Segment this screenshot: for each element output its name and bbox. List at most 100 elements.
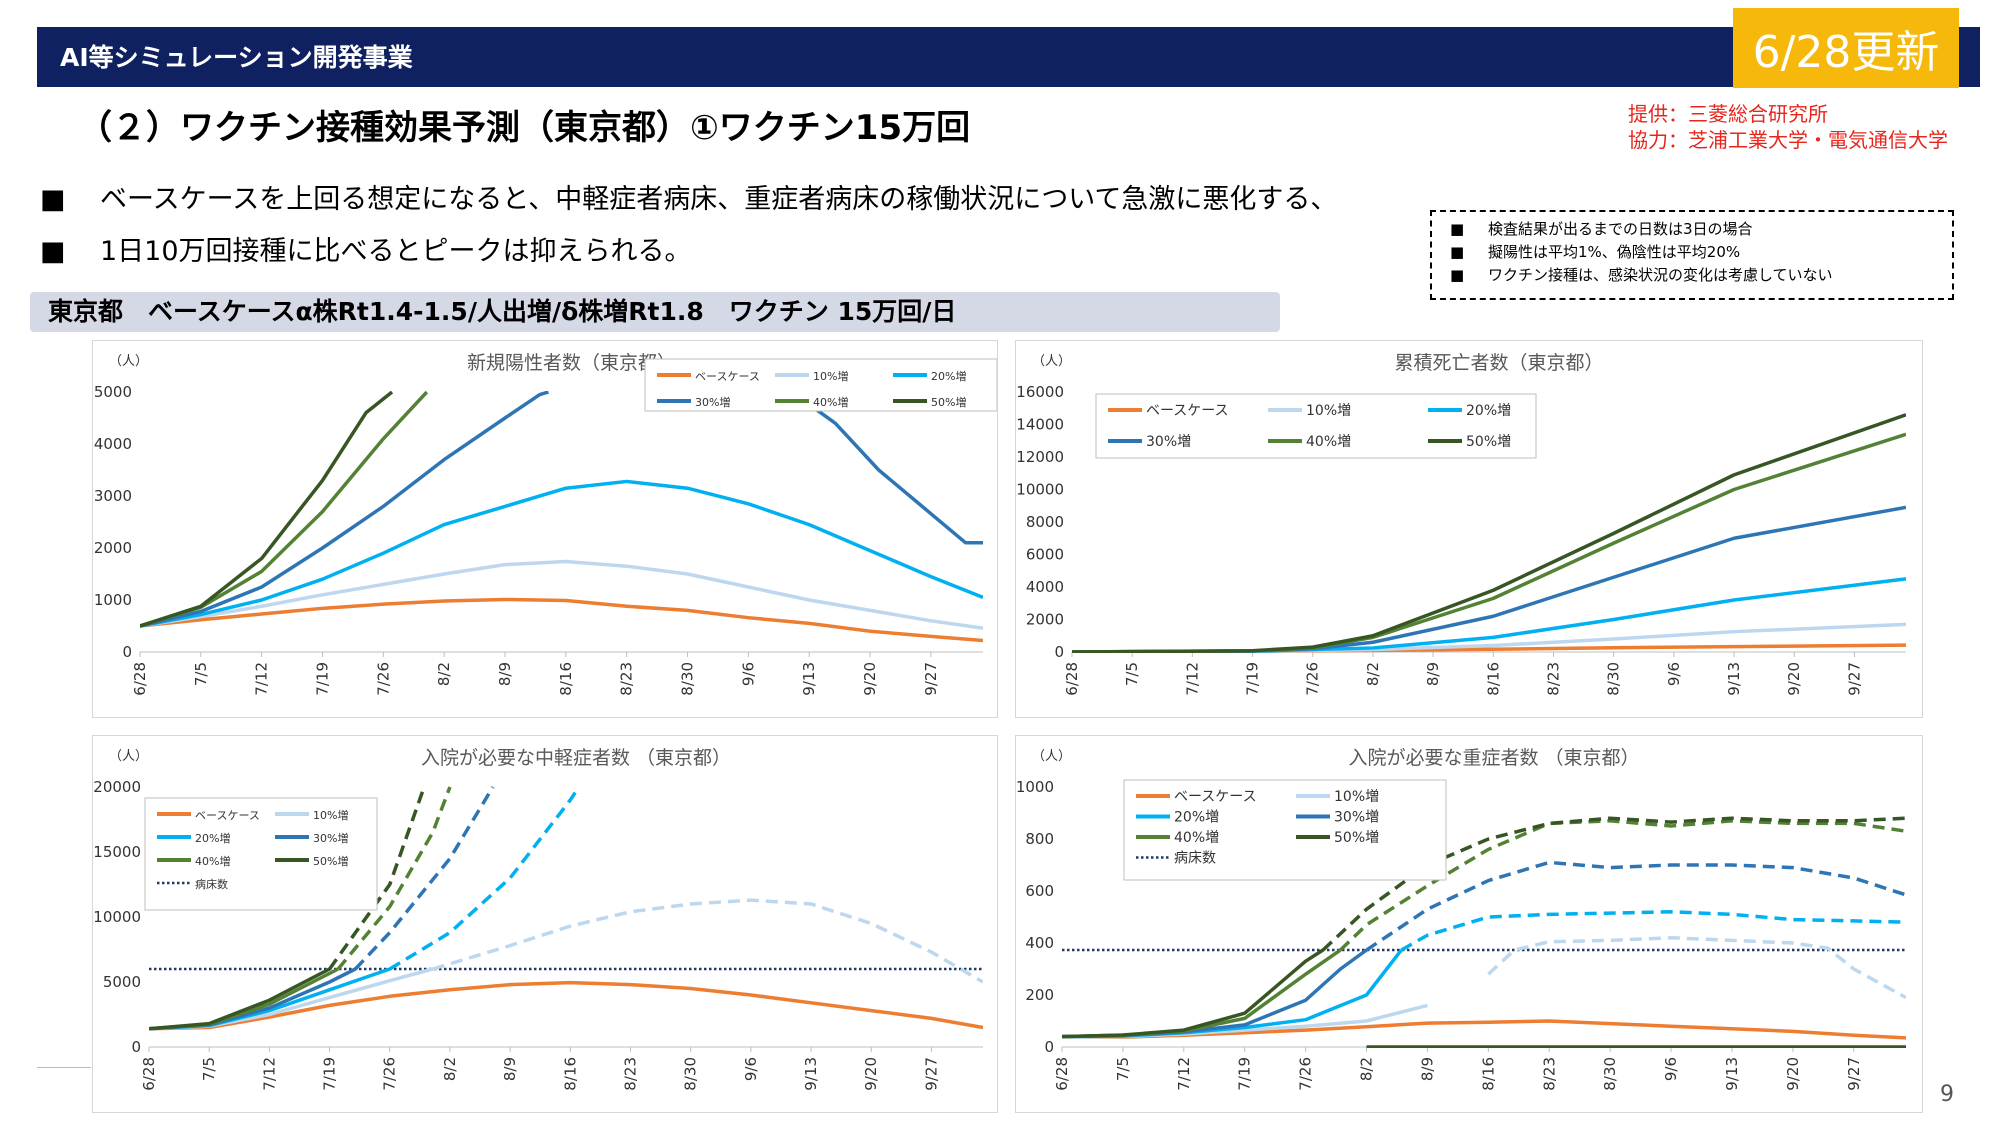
y-tick-label: 800 xyxy=(1025,830,1054,848)
x-tick-label: 9/13 xyxy=(802,1057,820,1091)
note-1-text: 検査結果が出るまでの日数は3日の場合 xyxy=(1488,220,1753,238)
x-tick-label: 8/16 xyxy=(561,1057,579,1091)
series-line-dashed xyxy=(1321,816,1906,952)
series-line xyxy=(140,479,983,628)
y-tick-label: 1000 xyxy=(1016,778,1054,796)
x-tick-label: 8/23 xyxy=(621,1057,639,1091)
x-tick-label: 8/9 xyxy=(496,662,514,686)
note-2-text: 擬陽性は平均1%、偽陰性は平均20% xyxy=(1488,243,1741,261)
x-tick-label: 7/19 xyxy=(314,662,332,696)
header-bar-title: AI等シミュレーション開発事業 xyxy=(60,43,413,72)
legend-label: 40%増 xyxy=(1306,434,1351,450)
series-line xyxy=(140,391,394,628)
x-tick-label: 7/26 xyxy=(1304,662,1322,696)
series-line xyxy=(140,391,549,628)
x-tick-label: 7/12 xyxy=(253,662,271,696)
legend-label: 50%増 xyxy=(313,855,348,868)
note-2: ■ 擬陽性は平均1%、偽陰性は平均20% xyxy=(1450,241,1942,264)
x-tick-label: 8/16 xyxy=(1479,1057,1497,1091)
legend-label: 30%増 xyxy=(695,396,730,409)
series-line-dashed xyxy=(432,898,983,984)
y-tick-label: 3000 xyxy=(94,487,132,505)
assumption-notes: ■ 検査結果が出るまでの日数は3日の場合 ■ 擬陽性は平均1%、偽陰性は平均20% … xyxy=(1430,210,1954,300)
x-tick-label: 9/20 xyxy=(1785,662,1803,696)
x-tick-label: 8/23 xyxy=(618,662,636,696)
x-tick-label: 6/28 xyxy=(1063,662,1081,696)
y-tick-label: 12000 xyxy=(1016,448,1064,466)
x-tick-label: 9/27 xyxy=(1845,1057,1863,1091)
y-tick-label: 15000 xyxy=(93,843,141,861)
x-tick-label: 8/16 xyxy=(557,662,575,696)
legend-label: 20%増 xyxy=(195,832,230,845)
series-line xyxy=(140,559,983,630)
x-tick-label: 8/30 xyxy=(679,662,697,696)
x-tick-label: 7/19 xyxy=(321,1057,339,1091)
y-tick-label: 600 xyxy=(1025,882,1054,900)
x-tick-label: 7/5 xyxy=(1123,662,1141,686)
note-3: ■ ワクチン接種は、感染状況の変化は考慮していない xyxy=(1450,264,1942,287)
legend-label: 40%増 xyxy=(813,396,848,409)
legend-label: ベースケース xyxy=(1146,403,1229,419)
y-tick-label: 0 xyxy=(131,1038,141,1056)
page-number: 9 xyxy=(1940,1082,1954,1107)
y-tick-label: 8000 xyxy=(1026,513,1064,531)
x-tick-label: 9/6 xyxy=(1665,662,1683,686)
x-tick-label: 7/5 xyxy=(192,662,210,686)
chart-severe-inpatients: 入院が必要な重症者数 （東京都） （人） 0 200 400 600 800 1000 6/28… xyxy=(1016,747,1906,1091)
legend-label: 50%増 xyxy=(1466,434,1511,450)
x-tick-label: 8/30 xyxy=(1605,662,1623,696)
legend-label: 10%増 xyxy=(313,809,348,822)
series-line xyxy=(1072,413,1906,653)
series-line xyxy=(790,391,983,545)
y-unit-label: （人） xyxy=(109,749,148,764)
y-unit-label: （人） xyxy=(109,354,148,369)
legend-label: 10%増 xyxy=(813,370,848,383)
x-tick-label: 6/28 xyxy=(1053,1057,1071,1091)
legend-label: 20%増 xyxy=(1174,810,1219,826)
series-line-dashed xyxy=(388,786,581,971)
legend-label: 30%増 xyxy=(313,832,348,845)
series-line xyxy=(1072,432,1906,653)
series-line-dashed xyxy=(1339,819,1906,952)
bullet-2: ■ 1日10万回接種に比べるとピークは抑えられる。 xyxy=(40,229,692,268)
x-tick-label: 9/6 xyxy=(739,662,757,686)
x-tick-label: 9/20 xyxy=(861,662,879,696)
bullet-2-mark: ■ xyxy=(40,236,66,267)
x-tick-label: 6/28 xyxy=(131,662,149,696)
x-tick-label: 7/26 xyxy=(374,662,392,696)
x-tick-label: 7/5 xyxy=(1114,1057,1132,1081)
legend-label: ベースケース xyxy=(1174,789,1257,805)
legend-label: 50%増 xyxy=(931,396,966,409)
series-line-solid xyxy=(149,967,331,1031)
scenario-label: 東京都 ベースケースα株Rt1.4-1.5/人出増/δ株増Rt1.8 ワクチン … xyxy=(30,292,1280,332)
x-tick-label: 8/9 xyxy=(1424,662,1442,686)
y-tick-label: 1000 xyxy=(94,591,132,609)
y-tick-label: 2000 xyxy=(94,539,132,557)
legend-label: 40%増 xyxy=(195,855,230,868)
x-tick-label: 7/12 xyxy=(260,1057,278,1091)
x-tick-label: 9/6 xyxy=(742,1057,760,1081)
legend-label: 20%増 xyxy=(931,370,966,383)
footer-divider xyxy=(37,1067,91,1068)
bullet-1-text: ベースケースを上回る想定になると、中軽症者病床、重症者病床の稼働状況について急激… xyxy=(100,184,1338,215)
legend-label: 10%増 xyxy=(1306,403,1351,419)
y-tick-label: 4000 xyxy=(1026,578,1064,596)
legend-label: 病床数 xyxy=(1174,851,1216,867)
y-tick-label: 400 xyxy=(1025,934,1054,952)
y-tick-label: 4000 xyxy=(94,435,132,453)
legend-label: 病床数 xyxy=(195,877,228,891)
series-line-dashed xyxy=(1400,910,1906,952)
x-tick-label: 6/28 xyxy=(140,1057,158,1091)
chart-title: 入院が必要な中軽症者数 （東京都） xyxy=(421,747,731,769)
y-unit-label: （人） xyxy=(1032,354,1071,369)
x-tick-label: 9/27 xyxy=(1845,662,1863,696)
legend-box xyxy=(1095,393,1537,459)
legend-label: 40%増 xyxy=(1174,830,1219,846)
x-tick-label: 9/13 xyxy=(1725,662,1743,696)
chart-panel-severe-inpatients: 入院が必要な重症者数 （東京都） （人） 0 200 400 600 800 1000 6/28… xyxy=(1015,735,1923,1113)
note-1-mark: ■ xyxy=(1450,220,1465,238)
legend-label: ベースケース xyxy=(195,809,260,822)
legend-label: 20%増 xyxy=(1466,403,1511,419)
chart-panel-cumulative-deaths: 累積死亡者数（東京都） （人） 0 2000 4000 6000 8000 10000 1200… xyxy=(1015,340,1923,718)
note-3-text: ワクチン接種は、感染状況の変化は考慮していない xyxy=(1488,266,1833,284)
